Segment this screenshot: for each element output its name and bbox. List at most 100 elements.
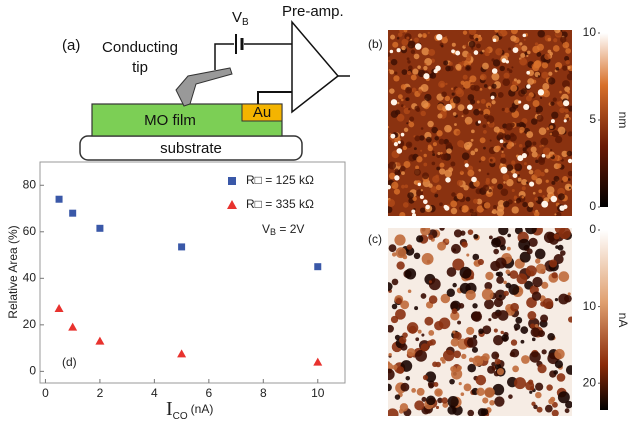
texture	[404, 268, 417, 280]
texture	[534, 248, 546, 260]
texture	[461, 60, 465, 64]
texture	[415, 337, 420, 342]
texture	[472, 303, 478, 309]
texture	[428, 73, 434, 79]
texture	[397, 140, 401, 144]
texture	[502, 174, 510, 181]
texture	[451, 308, 458, 315]
x-tick-label: 2	[97, 386, 104, 400]
texture	[532, 63, 540, 72]
texture	[565, 400, 572, 409]
bias-sub: B	[242, 17, 249, 28]
texture	[563, 100, 570, 107]
texture	[457, 140, 465, 148]
texture	[420, 343, 429, 352]
texture	[500, 157, 507, 164]
texture	[468, 357, 474, 363]
texture	[450, 300, 461, 312]
x-tick-label: 0	[42, 386, 49, 400]
point	[95, 336, 105, 345]
texture	[477, 408, 487, 416]
texture	[519, 57, 528, 66]
texture	[420, 149, 423, 152]
texture	[461, 205, 469, 213]
texture	[483, 146, 486, 150]
texture	[464, 163, 469, 168]
texture	[388, 361, 391, 365]
texture	[450, 338, 460, 347]
texture	[471, 47, 474, 50]
texture	[506, 143, 512, 150]
texture	[389, 69, 395, 75]
texture	[438, 80, 446, 88]
texture	[493, 204, 497, 209]
texture	[487, 365, 496, 374]
texture	[466, 53, 472, 58]
texture	[471, 346, 479, 353]
texture	[456, 179, 463, 187]
texture	[426, 395, 436, 406]
texture	[428, 329, 435, 336]
texture	[564, 408, 570, 414]
texture	[462, 74, 468, 80]
texture	[408, 121, 415, 128]
texture	[438, 317, 451, 330]
texture	[435, 405, 440, 410]
texture	[566, 73, 572, 81]
texture	[451, 368, 463, 380]
texture	[567, 158, 572, 164]
texture	[491, 178, 498, 184]
texture	[534, 197, 539, 201]
texture	[476, 198, 483, 205]
texture	[476, 205, 484, 213]
texture	[392, 41, 399, 48]
texture	[469, 75, 477, 83]
texture	[451, 87, 454, 90]
texture	[432, 175, 440, 183]
texture	[472, 355, 484, 367]
texture	[500, 330, 504, 335]
texture	[559, 157, 563, 161]
texture	[467, 409, 475, 416]
texture	[423, 65, 428, 71]
texture	[390, 58, 398, 66]
texture	[556, 163, 562, 169]
texture	[498, 30, 506, 37]
texture	[519, 251, 531, 263]
point	[55, 195, 63, 203]
texture	[463, 184, 469, 191]
texture	[410, 74, 417, 81]
texture	[468, 30, 477, 36]
texture	[548, 71, 553, 76]
texture	[555, 211, 562, 216]
texture	[518, 121, 525, 128]
texture	[516, 122, 521, 127]
texture	[403, 30, 408, 33]
texture	[566, 117, 570, 121]
texture	[545, 179, 549, 183]
texture	[497, 91, 504, 98]
texture	[440, 151, 443, 155]
texture	[492, 383, 505, 396]
texture	[553, 175, 560, 182]
colorbar-tick-label: 10	[583, 299, 597, 313]
texture	[546, 384, 553, 391]
texture	[466, 141, 473, 148]
texture	[522, 147, 527, 152]
texture	[428, 383, 434, 389]
panel-label: (b)	[368, 37, 383, 51]
x-title-unit: (nA)	[191, 402, 214, 416]
texture	[553, 370, 559, 375]
texture	[561, 80, 570, 89]
texture	[479, 73, 487, 81]
texture	[424, 316, 434, 326]
texture	[391, 252, 397, 257]
texture	[510, 132, 515, 138]
texture	[526, 84, 531, 89]
texture	[522, 201, 528, 208]
texture	[496, 208, 505, 216]
texture	[491, 72, 500, 81]
texture	[561, 180, 564, 183]
texture	[427, 340, 433, 347]
colorbar-tick-label: 5	[589, 112, 596, 126]
